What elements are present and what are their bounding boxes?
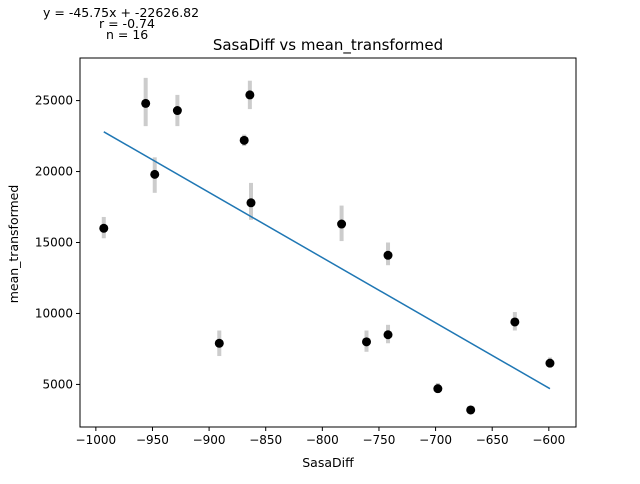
data-point-2 (150, 169, 160, 179)
data-point-10 (383, 250, 393, 260)
data-point-5 (239, 135, 249, 145)
r-annotation: r = -0.74 (99, 16, 155, 31)
x-tick-label-1: −950 (136, 433, 169, 447)
n-annotation: n = 16 (106, 27, 148, 42)
y-tick-label-3: 20000 (35, 165, 73, 179)
x-axis-ticks: −1000 −950 −900 −850 −800 −750 −700 −650 −600 (76, 427, 565, 447)
data-point-6 (245, 90, 255, 100)
y-tick-label-0: 5000 (42, 377, 73, 391)
chart-title: SasaDiff vs mean_transformed (213, 36, 443, 55)
x-tick-label-3: −850 (249, 433, 282, 447)
regression-line (103, 131, 551, 390)
x-tick-label-2: −900 (193, 433, 226, 447)
equation-annotation: y = -45.75x + -22626.82 (43, 5, 199, 20)
data-point-8 (337, 219, 347, 229)
data-point-12 (433, 384, 443, 394)
data-point-7 (246, 198, 256, 208)
y-tick-label-2: 15000 (35, 236, 73, 250)
x-tick-label-7: −650 (476, 433, 509, 447)
data-point-15 (545, 358, 555, 368)
data-point-11 (383, 330, 393, 340)
x-tick-label-5: −750 (362, 433, 395, 447)
data-points (99, 90, 555, 415)
x-tick-label-4: −800 (306, 433, 339, 447)
y-tick-label-4: 25000 (35, 94, 73, 108)
data-point-3 (172, 106, 182, 116)
data-point-13 (466, 405, 476, 415)
data-point-14 (510, 317, 520, 327)
y-tick-label-1: 10000 (35, 306, 73, 320)
data-point-4 (214, 338, 224, 348)
regression-line-group (103, 131, 551, 390)
plot-frame (79, 57, 577, 428)
x-tick-label-0: −1000 (76, 433, 117, 447)
x-axis-label: SasaDiff (302, 455, 354, 470)
data-point-0 (99, 223, 109, 233)
data-point-9 (362, 337, 372, 347)
data-point-1 (141, 98, 151, 108)
y-axis-label: mean_transformed (6, 185, 21, 304)
y-axis-ticks: 5000 10000 15000 20000 25000 (35, 94, 80, 391)
error-bars (101, 77, 552, 413)
x-tick-label-6: −700 (419, 433, 452, 447)
x-tick-label-8: −600 (532, 433, 565, 447)
